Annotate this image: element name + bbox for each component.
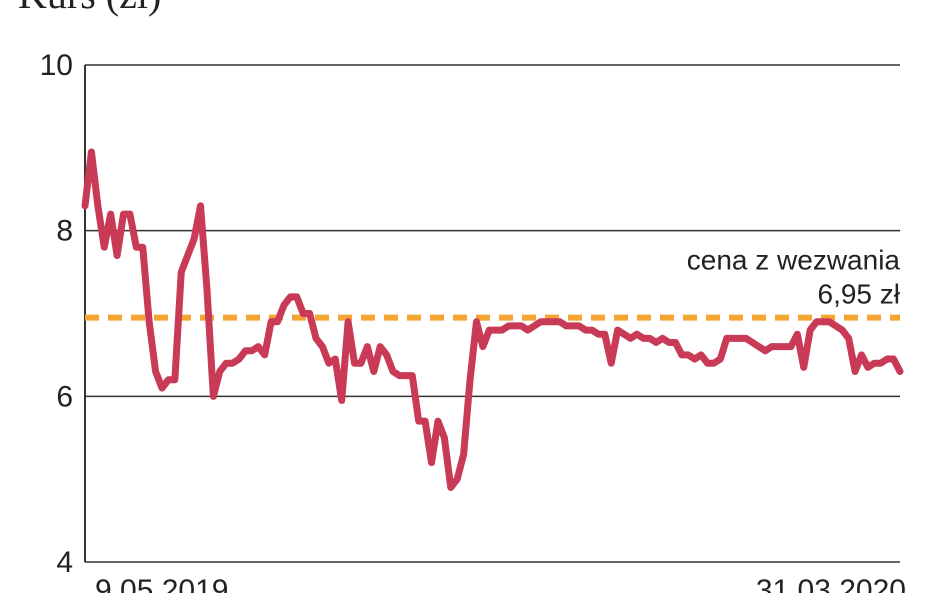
x-tick-label: 9.05.2019 [95, 574, 228, 593]
chart-title: Kurs (zł) [18, 0, 161, 17]
y-tick-label: 10 [40, 49, 73, 82]
reference-label: 6,95 zł [818, 279, 901, 310]
y-tick-label: 4 [56, 546, 73, 579]
y-tick-label: 8 [56, 215, 73, 248]
price-line [81, 148, 904, 491]
y-tick-label: 6 [56, 380, 73, 413]
reference-text: cena z wezwania [687, 245, 901, 276]
x-tick-label: 31.03.2020 [756, 574, 906, 593]
